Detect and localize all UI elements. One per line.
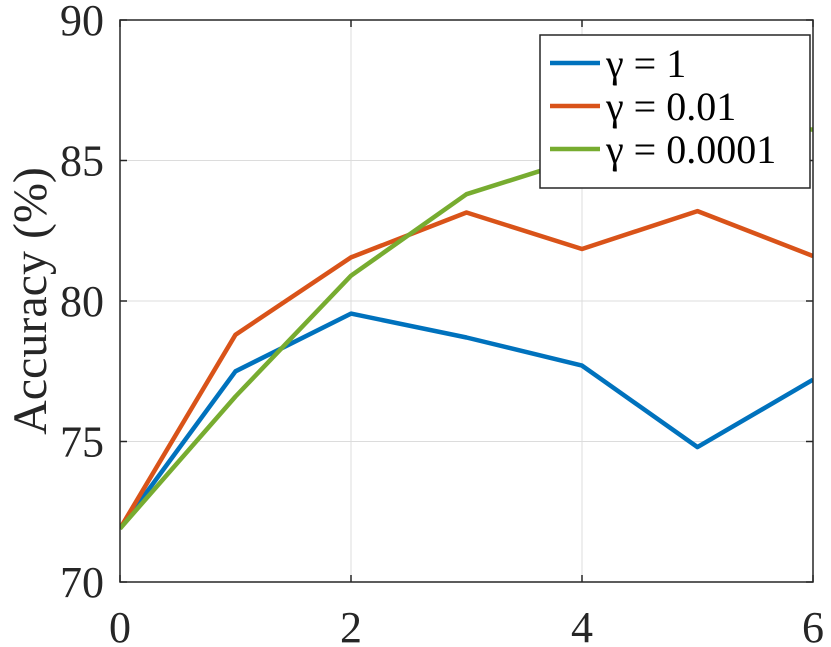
x-tick-label: 4	[571, 603, 593, 647]
y-tick-label: 85	[60, 137, 104, 186]
x-tick-label: 6	[802, 603, 824, 647]
x-tick-label: 0	[109, 603, 131, 647]
series-line-1	[120, 311, 813, 530]
legend: γ = 1γ = 0.01γ = 0.0001	[539, 34, 811, 189]
x-tick-label: 2	[340, 603, 362, 647]
series-line-2	[120, 208, 813, 530]
legend-entry-label: γ = 0.01	[605, 84, 736, 129]
legend-entry-label: γ = 0.0001	[605, 127, 776, 172]
y-tick-label: 90	[60, 0, 104, 45]
y-tick-label: 75	[60, 418, 104, 467]
y-tick-label: 70	[60, 558, 104, 607]
y-tick-label: 80	[60, 277, 104, 326]
legend-entry-label: γ = 1	[605, 41, 686, 86]
y-axis-label: Accuracy (%)	[4, 167, 57, 435]
axis-ticks: 0 2 4 6 70 75 80 85 90	[60, 0, 824, 647]
legend-box	[539, 34, 811, 189]
